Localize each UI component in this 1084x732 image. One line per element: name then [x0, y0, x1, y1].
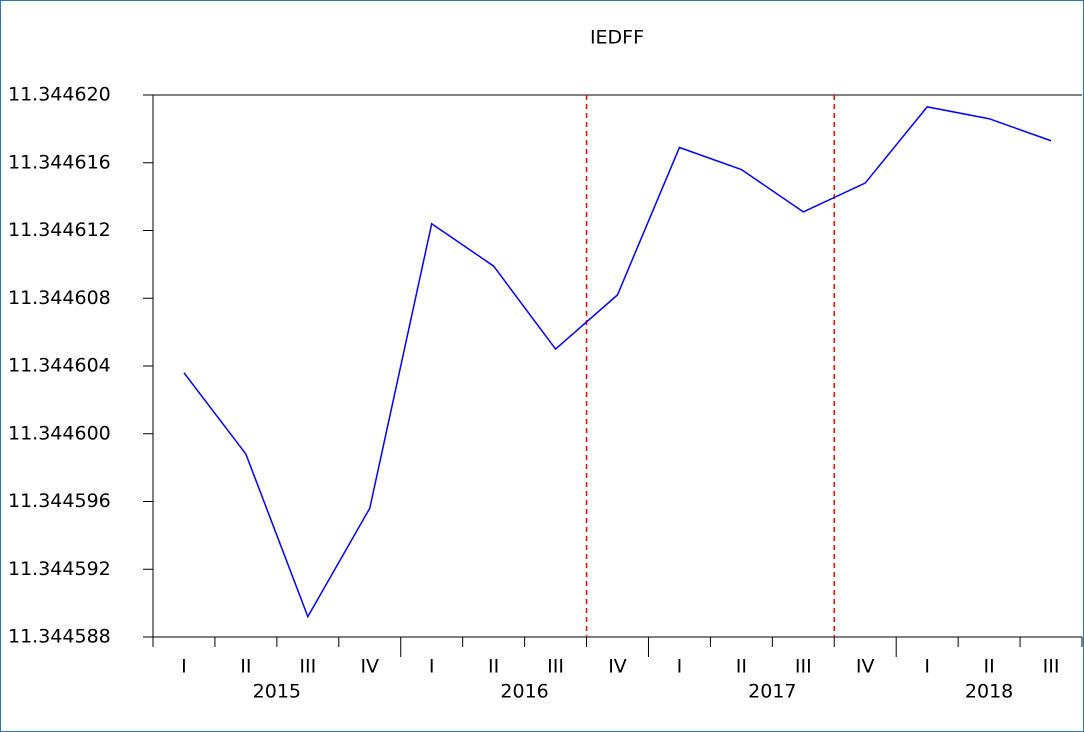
y-tick-label: 11.344604 — [8, 355, 111, 377]
x-tick-label: IV — [608, 656, 627, 678]
x-tick-label: II — [736, 656, 747, 678]
data-line — [183, 106, 1052, 619]
y-tick-label: 11.344600 — [8, 422, 111, 444]
x-tick-label: I — [429, 656, 435, 678]
x-group-label: 2015 — [253, 681, 301, 703]
x-tick-label: I — [677, 656, 683, 678]
x-tick-label: II — [240, 656, 251, 678]
x-tick-label: II — [488, 656, 499, 678]
x-tick-label: IV — [360, 656, 379, 678]
y-tick-label: 11.344612 — [8, 219, 111, 241]
x-tick-label: III — [1043, 656, 1060, 678]
x-tick-label: II — [983, 656, 994, 678]
x-tick-label: I — [924, 656, 930, 678]
x-group-label: 2016 — [500, 681, 548, 703]
x-tick-label: I — [181, 656, 187, 678]
y-tick-label: 11.344588 — [8, 626, 111, 648]
x-tick-label: III — [547, 656, 564, 678]
x-group-label: 2018 — [965, 681, 1013, 703]
y-tick-label: 11.344592 — [8, 558, 111, 580]
x-group-label: 2017 — [748, 681, 796, 703]
y-tick-label: 11.344620 — [8, 84, 111, 106]
x-tick-label: III — [795, 656, 812, 678]
chart-title: IEDFF — [590, 27, 644, 49]
x-tick-label: III — [299, 656, 316, 678]
x-tick-label: IV — [856, 656, 875, 678]
y-tick-label: 11.344616 — [8, 151, 111, 173]
y-tick-label: 11.344608 — [8, 287, 111, 309]
y-tick-label: 11.344596 — [8, 490, 111, 512]
